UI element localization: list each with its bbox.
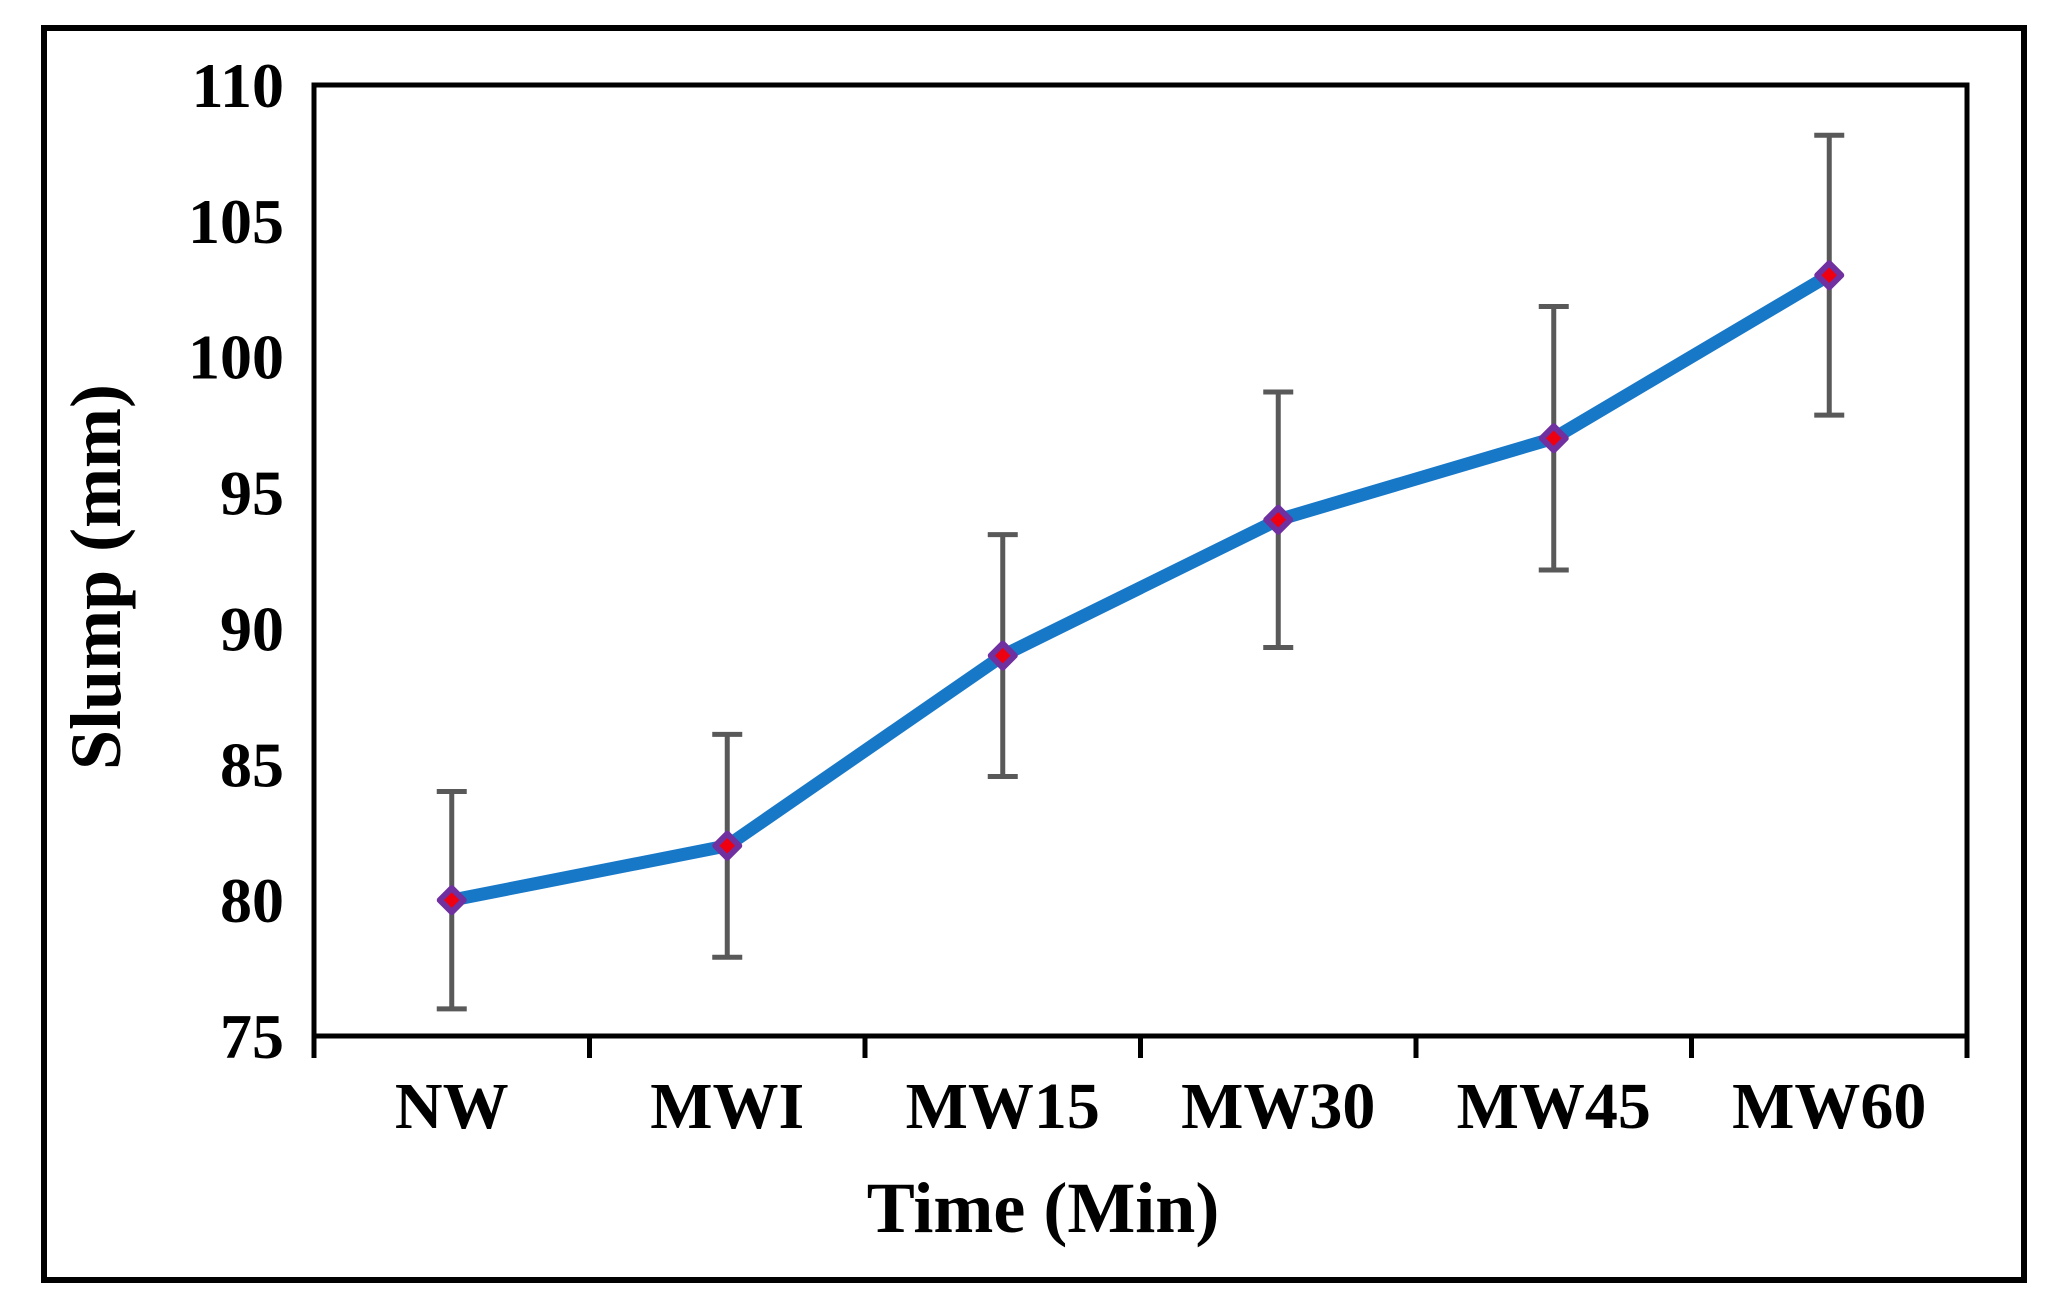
y-tick-label: 85 — [220, 729, 284, 800]
x-axis-title: Time (Min) — [867, 1168, 1220, 1248]
y-tick-label: 100 — [188, 322, 284, 393]
y-tick-label: 80 — [220, 865, 284, 936]
y-tick-label: 95 — [220, 458, 284, 529]
data-point-marker — [987, 640, 1018, 671]
plot-area — [311, 82, 1970, 1039]
data-line — [445, 268, 1836, 907]
data-point-marker — [1814, 260, 1845, 291]
x-category-label: MW30 — [1181, 1070, 1375, 1143]
y-tick-label: 110 — [192, 50, 284, 121]
x-category-label: MW15 — [906, 1070, 1100, 1143]
x-category-label: MW60 — [1732, 1070, 1926, 1143]
y-tick-label: 75 — [220, 1001, 284, 1072]
data-point-marker — [1263, 504, 1294, 535]
figure-border — [41, 25, 2027, 1283]
data-point-marker — [712, 830, 743, 861]
y-tick-label: 105 — [188, 186, 284, 257]
data-point-marker — [1538, 423, 1569, 454]
y-tick-label: 90 — [220, 593, 284, 664]
x-category-label: MWI — [650, 1070, 804, 1143]
y-axis-title: Slump (mm) — [56, 384, 136, 770]
x-category-label: MW45 — [1457, 1070, 1651, 1143]
x-category-label: NW — [395, 1070, 509, 1143]
data-point-marker — [436, 885, 467, 916]
